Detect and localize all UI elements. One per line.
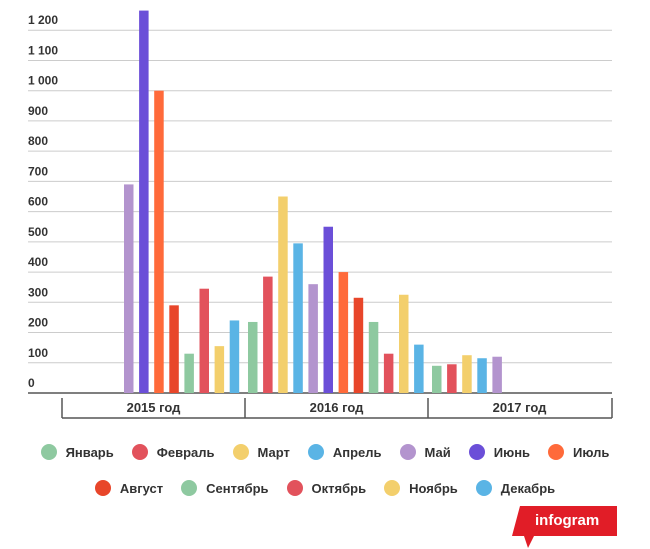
- x-category-label: 2016 год: [310, 400, 365, 415]
- legend-swatch: [475, 480, 492, 496]
- bar[interactable]: [414, 344, 424, 393]
- legend-label: Ноябрь: [409, 480, 458, 496]
- bar[interactable]: [323, 226, 334, 393]
- bar[interactable]: [278, 196, 288, 394]
- bar-chart: 0 100 200 300 400 500 600 700 800 900 1 000 1 100 1 …: [28, 10, 613, 419]
- legend-swatch: [181, 480, 198, 496]
- legend-label: Январь: [65, 444, 114, 460]
- legend-label: Июнь: [493, 444, 531, 460]
- legend-swatch: [40, 444, 57, 460]
- legend-item[interactable]: Май: [399, 444, 451, 460]
- y-tick-label: 100: [28, 346, 48, 360]
- bar[interactable]: [447, 364, 457, 393]
- y-tick-label: 800: [28, 134, 48, 148]
- bar[interactable]: [462, 355, 472, 393]
- legend-item[interactable]: Апрель: [307, 444, 382, 460]
- legend-item[interactable]: Июнь: [468, 444, 531, 460]
- legend-item[interactable]: Февраль: [131, 444, 215, 460]
- legend-item[interactable]: Ноябрь: [384, 480, 458, 496]
- bar[interactable]: [432, 365, 442, 393]
- legend-label: Март: [257, 444, 290, 460]
- x-category-label: 2015 год: [127, 400, 182, 415]
- legend-row-1: Январь Февраль Март Апрель Май Июнь Июль: [0, 444, 650, 460]
- legend-label: Февраль: [156, 444, 215, 460]
- y-tick-label: 600: [28, 195, 48, 209]
- bar[interactable]: [477, 358, 487, 393]
- bar[interactable]: [308, 284, 318, 393]
- legend-swatch: [131, 444, 148, 460]
- infogram-logo-label[interactable]: infogram: [535, 512, 600, 529]
- bar[interactable]: [169, 305, 179, 393]
- legend-row-2: Август Сентябрь Октябрь Ноябрь Декабрь: [0, 480, 650, 496]
- legend-swatch: [307, 444, 324, 460]
- legend-label: Май: [424, 444, 451, 460]
- legend-item[interactable]: Июль: [548, 444, 609, 460]
- legend-label: Сентябрь: [206, 480, 269, 496]
- legend-swatch: [548, 444, 565, 460]
- legend-item[interactable]: Август: [94, 480, 164, 496]
- legend-swatch: [384, 480, 401, 496]
- legend-swatch: [94, 480, 111, 496]
- bar[interactable]: [124, 184, 134, 393]
- y-tick-label: 700: [28, 164, 48, 178]
- bar[interactable]: [139, 10, 149, 393]
- legend-item[interactable]: Сентябрь: [181, 480, 269, 496]
- grid-lines: [28, 29, 612, 394]
- y-tick-label: 900: [28, 104, 48, 118]
- y-tick-label: 1 100: [28, 43, 58, 57]
- bar[interactable]: [263, 276, 273, 393]
- infogram-logo[interactable]: [512, 506, 617, 548]
- legend-item[interactable]: Март: [232, 444, 290, 460]
- bar[interactable]: [293, 243, 303, 393]
- bar[interactable]: [353, 297, 364, 393]
- y-tick-label: 1 000: [28, 74, 58, 88]
- y-tick-label: 400: [28, 255, 48, 269]
- bar[interactable]: [368, 321, 379, 393]
- x-category-label: 2017 год: [493, 400, 548, 415]
- legend-label: Декабрь: [500, 480, 556, 496]
- y-tick-label: 1 200: [28, 13, 58, 27]
- bar[interactable]: [383, 353, 394, 393]
- legend-label: Август: [119, 480, 164, 496]
- bar[interactable]: [154, 90, 164, 393]
- legend-swatch: [399, 444, 416, 460]
- legend-swatch: [232, 444, 249, 460]
- bars: [124, 10, 502, 394]
- y-tick-label: 500: [28, 225, 48, 239]
- y-axis-ticks: 0 100 200 300 400 500 600 700 800 900 1 000 1 100 1 …: [28, 13, 58, 390]
- bar[interactable]: [338, 272, 349, 393]
- bar[interactable]: [229, 320, 240, 393]
- bar[interactable]: [492, 356, 502, 393]
- y-tick-label: 300: [28, 285, 48, 299]
- legend-item[interactable]: Октябрь: [286, 480, 367, 496]
- bar[interactable]: [214, 346, 225, 393]
- y-tick-label: 200: [28, 316, 48, 330]
- legend-label: Июль: [573, 444, 610, 460]
- legend-swatch: [286, 480, 303, 496]
- legend-item[interactable]: Январь: [40, 444, 114, 460]
- x-axis: 2015 год 2016 год 2017 год: [61, 398, 613, 419]
- bar[interactable]: [399, 294, 409, 393]
- legend-swatch: [468, 444, 485, 460]
- legend-label: Октябрь: [311, 480, 367, 496]
- bar[interactable]: [248, 321, 258, 393]
- legend-item[interactable]: Декабрь: [475, 480, 556, 496]
- bar[interactable]: [184, 353, 194, 393]
- y-tick-label: 0: [28, 376, 35, 390]
- legend-label: Апрель: [332, 444, 382, 460]
- bar[interactable]: [199, 288, 210, 393]
